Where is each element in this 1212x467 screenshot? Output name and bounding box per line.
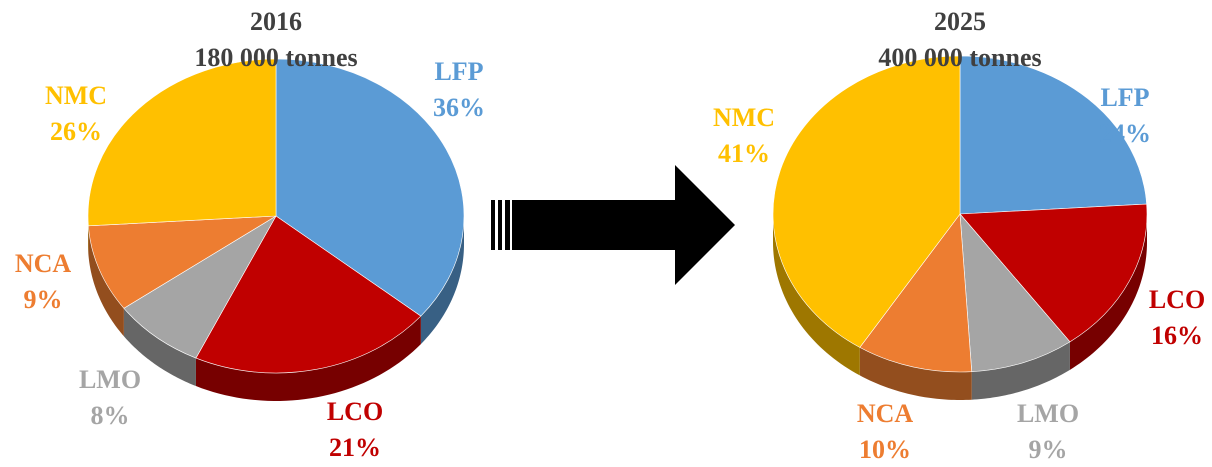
data-label-value-lmo: 9%	[1029, 435, 1068, 462]
data-label-value-nca: 10%	[859, 435, 911, 462]
data-label-value-lfp: 36%	[433, 93, 485, 122]
chart-title: 2016	[250, 7, 302, 36]
data-label-category-lfp: LFP	[434, 57, 483, 86]
pie-chart-2016: 2016 180 000 tonnes LFP 36% LCO 21% LMO 8% NCA 9%…	[15, 7, 485, 462]
data-label-value-lco: 21%	[329, 433, 381, 462]
chart-title: 2025	[934, 7, 986, 36]
data-label-category-lco: LCO	[327, 397, 383, 426]
data-label-category-nca: NCA	[857, 399, 914, 428]
data-label-category-lmo: LMO	[79, 365, 141, 394]
pie-slices	[773, 56, 1147, 372]
data-label-category-nmc: NMC	[45, 81, 107, 110]
data-label-value-nmc: 26%	[50, 117, 102, 146]
data-label-value-nca: 9%	[24, 285, 63, 314]
data-label-value-lmo: 8%	[91, 401, 130, 430]
data-label-category-nmc: NMC	[713, 103, 775, 132]
pie-slices	[88, 59, 464, 373]
pie-chart-2025: 2025 400 000 tonnes LFP 24% LCO 16% LMO 9% NCA 10…	[713, 7, 1205, 462]
data-label-value-lco: 16%	[1151, 321, 1203, 350]
data-label-value-nmc: 41%	[718, 139, 770, 168]
data-label-category-nca: NCA	[15, 249, 72, 278]
chart-subtitle: 180 000 tonnes	[194, 43, 357, 72]
arrow-icon	[491, 165, 735, 285]
data-label-category-lmo: LMO	[1017, 399, 1079, 428]
data-label-category-lfp: LFP	[1100, 83, 1149, 112]
chart-subtitle: 400 000 tonnes	[878, 43, 1041, 72]
data-label-category-lco: LCO	[1149, 285, 1205, 314]
pie-slice-nmc	[88, 59, 276, 226]
data-label-value-lfp: 24%	[1099, 119, 1151, 148]
